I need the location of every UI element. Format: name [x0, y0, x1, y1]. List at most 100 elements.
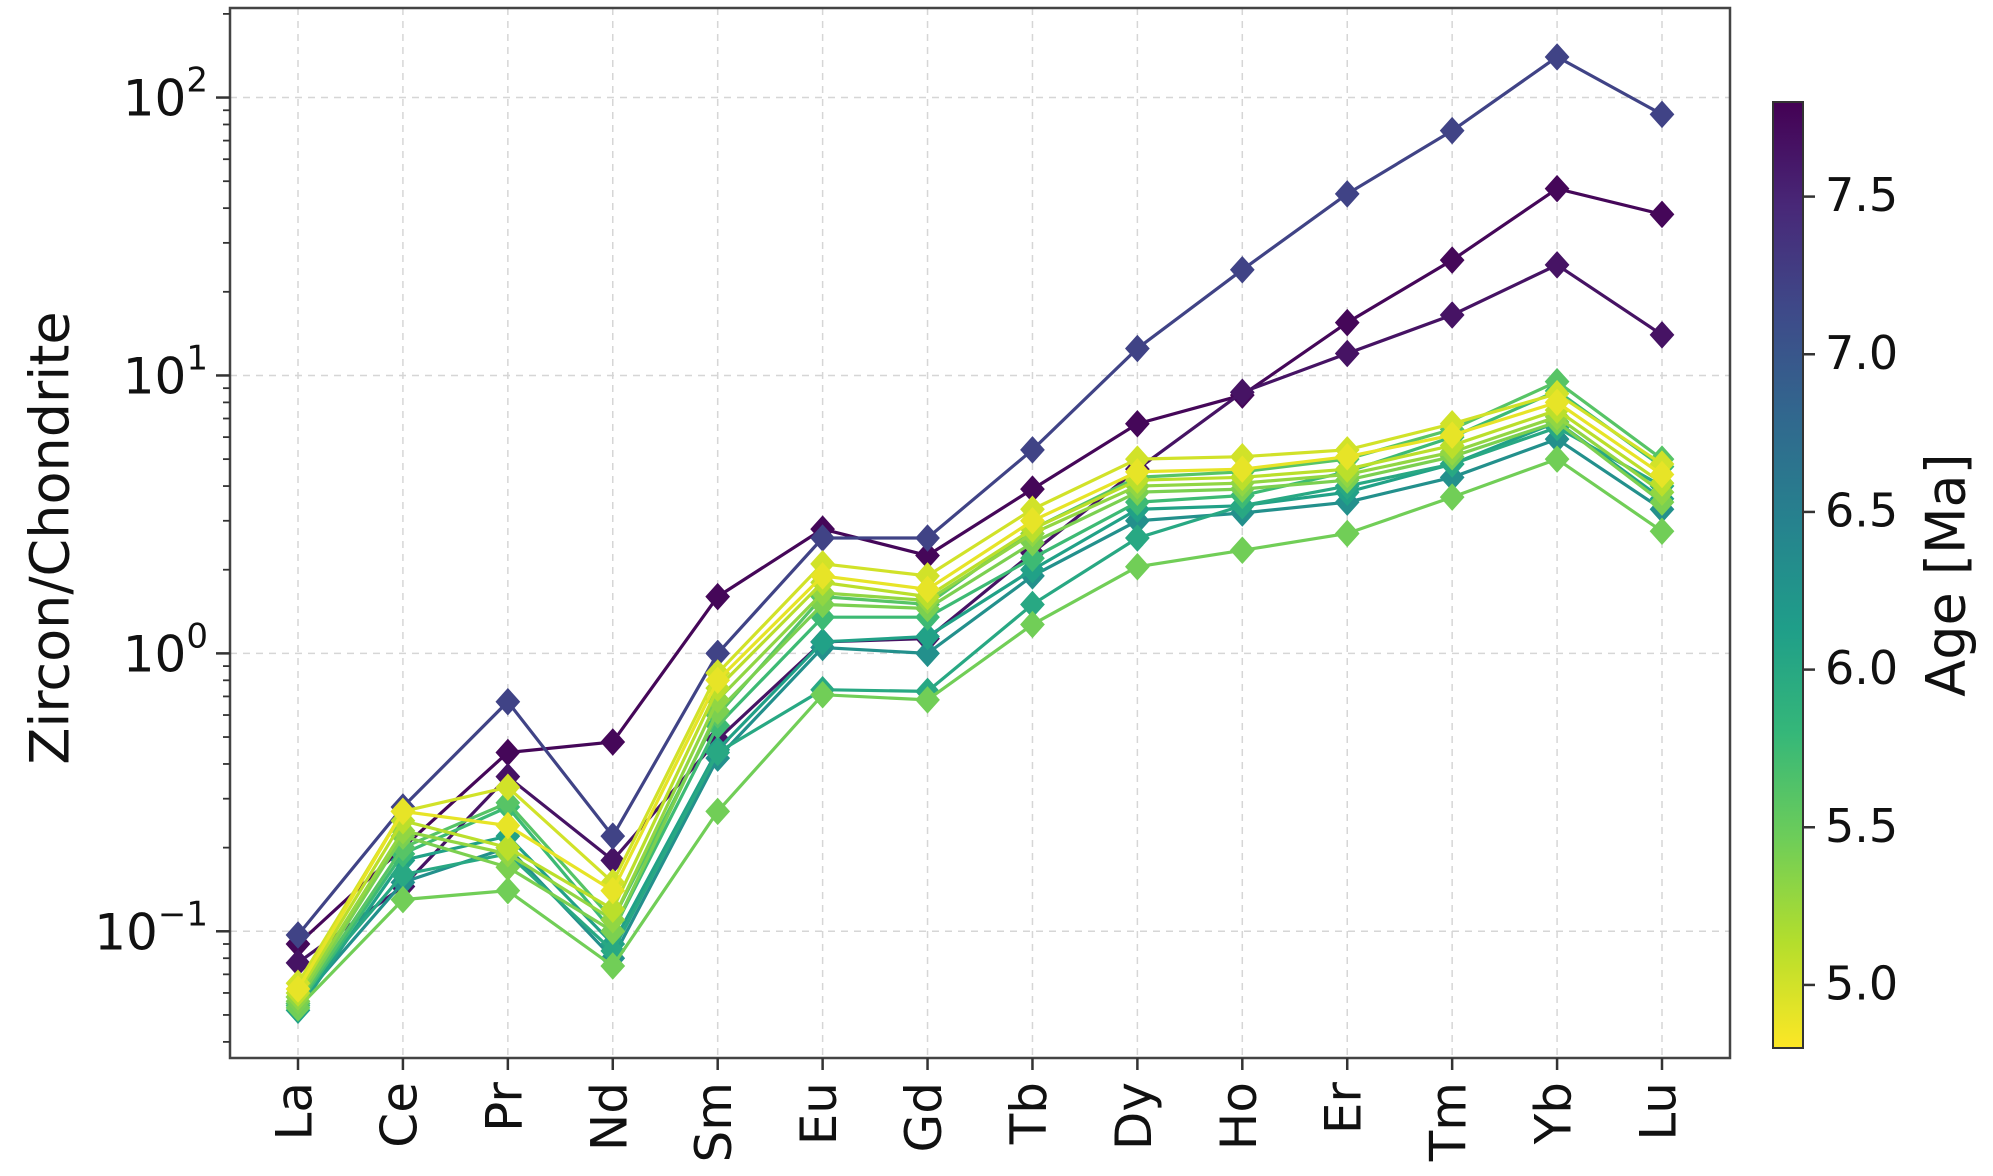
- data-point-Er: [1334, 442, 1360, 471]
- data-point-Lu: [1649, 200, 1675, 229]
- data-point-Pr: [495, 773, 521, 801]
- data-point-Nd: [600, 952, 626, 980]
- data-point-Pr: [495, 687, 521, 716]
- x-tick-label: Ho: [1210, 1082, 1268, 1150]
- data-point-Dy: [1125, 552, 1150, 581]
- data-point-Dy: [1125, 524, 1150, 552]
- x-tick-label: Pr: [475, 1082, 533, 1132]
- data-point-Lu: [1649, 517, 1675, 546]
- data-point-Tm: [1439, 421, 1465, 449]
- data-point-Pr: [495, 811, 521, 840]
- series-line: [296, 425, 1663, 999]
- x-tick-label: Ce: [370, 1082, 428, 1148]
- data-point-Ho: [1229, 455, 1255, 483]
- data-point-Yb: [1544, 174, 1570, 203]
- x-tick-label: Yb: [1525, 1082, 1583, 1145]
- data-point-Lu: [1649, 100, 1675, 129]
- colorbar-tick-label: 5.5: [1825, 799, 1898, 853]
- series-line: [297, 263, 1663, 965]
- data-point-Eu: [810, 628, 835, 656]
- colorbar: 5.0 5.5 6.0 6.5 7.0 7.5 Age [Ma]: [1772, 101, 1978, 1049]
- data-point-La: [285, 975, 311, 1003]
- colorbar-title: Age [Ma]: [1915, 453, 1978, 696]
- data-point-Er: [1334, 180, 1360, 208]
- data-point-Dy: [1125, 458, 1150, 486]
- series-line: [296, 420, 1663, 1003]
- data-point-Sm: [705, 582, 731, 611]
- y-axis: 10−1 100 101 102: [94, 12, 230, 1043]
- data-point-Tb: [1020, 610, 1045, 639]
- data-point-Pr: [495, 833, 521, 862]
- y-tick-label: 101: [123, 338, 208, 405]
- data-point-Ho: [1229, 536, 1255, 564]
- data-point-Tb: [1020, 507, 1045, 535]
- y-tick-label: 10−1: [94, 894, 208, 961]
- data-point-Sm: [705, 666, 731, 695]
- colorbar-ticks: 5.0 5.5 6.0 6.5 7.0 7.5: [1803, 168, 1898, 1010]
- plot-frame: [228, 6, 1732, 1060]
- data-point-Er: [1334, 339, 1360, 368]
- data-point-Yb: [1544, 388, 1570, 417]
- series-line: [296, 457, 1663, 1010]
- colorbar-tick-label: 6.5: [1825, 483, 1898, 537]
- x-tick-label: Dy: [1105, 1082, 1163, 1150]
- data-point-Yb: [1544, 445, 1570, 473]
- series-line: [296, 389, 1663, 1007]
- data-point-Ce: [390, 885, 416, 914]
- data-point-Gd: [915, 686, 940, 714]
- data-point-Sm: [705, 738, 731, 767]
- y-tick-label: 100: [123, 616, 208, 683]
- y-axis-title: Zircon/Chondrite: [19, 311, 82, 764]
- data-point-Ho: [1229, 256, 1255, 284]
- series-4: [285, 388, 1675, 1003]
- series-line: [296, 408, 1663, 994]
- x-tick-label: Sm: [685, 1082, 743, 1162]
- data-point-La: [285, 921, 311, 949]
- series-line: [296, 186, 1663, 946]
- data-point-Er: [1334, 308, 1360, 337]
- series-line: [296, 391, 1663, 985]
- series-layer: [285, 43, 1675, 1024]
- y-tick-label: 102: [123, 60, 208, 127]
- data-point-Gd: [915, 622, 940, 651]
- series-line: [296, 400, 1663, 990]
- data-point-Er: [1334, 519, 1360, 548]
- colorbar-tick-label: 7.0: [1825, 326, 1898, 380]
- series-line: [296, 55, 1663, 937]
- data-point-Yb: [1544, 251, 1570, 279]
- data-point-Yb: [1544, 43, 1570, 71]
- data-point-Tm: [1439, 116, 1465, 145]
- data-point-Gd: [915, 524, 940, 552]
- data-point-Ho: [1229, 378, 1255, 407]
- data-point-Tb: [1020, 544, 1045, 572]
- data-point-Dy: [1125, 334, 1150, 363]
- data-point-Dy: [1125, 410, 1150, 438]
- data-point-Lu: [1649, 460, 1675, 489]
- data-point-Gd: [915, 575, 940, 604]
- x-tick-label: Nd: [580, 1082, 638, 1151]
- x-tick-label: La: [266, 1082, 324, 1141]
- x-tick-label: Tm: [1420, 1082, 1478, 1162]
- colorbar-tick-label: 7.5: [1825, 168, 1898, 222]
- x-tick-label: Tb: [1000, 1082, 1058, 1145]
- x-tick-label: Er: [1315, 1082, 1373, 1135]
- data-point-Tb: [1020, 436, 1045, 464]
- series-line: [296, 415, 1663, 998]
- data-point-Tm: [1439, 483, 1465, 511]
- data-point-Nd: [600, 728, 626, 756]
- x-tick-label: Gd: [895, 1082, 953, 1152]
- data-point-Eu: [810, 680, 835, 709]
- data-point-Tm: [1439, 301, 1465, 329]
- data-point-Nd: [600, 822, 626, 850]
- colorbar-tick-label: 6.0: [1825, 641, 1898, 695]
- data-point-Pr: [495, 876, 521, 905]
- data-point-Sm: [705, 797, 731, 826]
- data-point-Ce: [390, 797, 416, 826]
- colorbar-tick-label: 5.0: [1825, 956, 1898, 1010]
- series-0: [285, 43, 1675, 949]
- data-point-Lu: [1649, 321, 1675, 349]
- x-axis: La Ce Pr Nd Sm Eu Gd Tb Dy Ho Er Tm Yb Lu: [266, 1058, 1688, 1162]
- data-point-Gd: [915, 639, 940, 668]
